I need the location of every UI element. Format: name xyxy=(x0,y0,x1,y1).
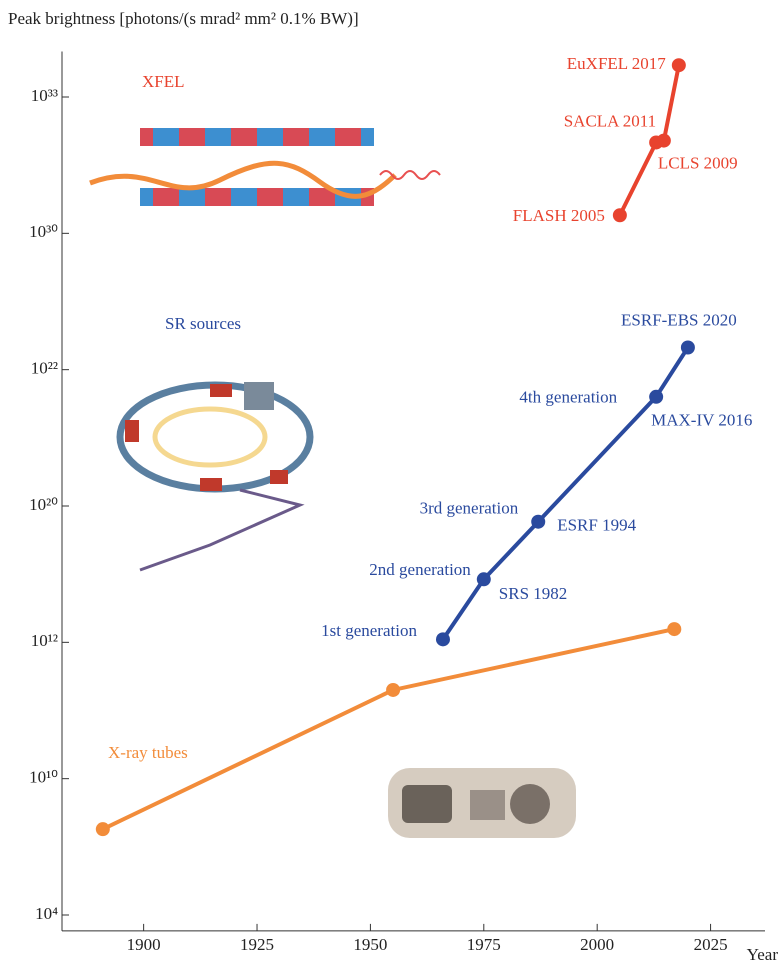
x-tick-label: 1975 xyxy=(467,935,501,954)
magnet xyxy=(166,188,179,206)
point-label: SACLA 2011 xyxy=(564,111,656,130)
x-tick-label: 1950 xyxy=(353,935,387,954)
y-tick-label: 10¹⁰ xyxy=(29,768,58,787)
chart: Peak brightness [photons/(s mrad² mm² 0.… xyxy=(0,0,781,965)
magnet xyxy=(179,128,192,146)
y-tick-label: 10¹² xyxy=(31,631,58,650)
generation-label: 2nd generation xyxy=(369,560,471,579)
magnet xyxy=(270,188,283,206)
x-tick-label: 1900 xyxy=(127,935,161,954)
data-point xyxy=(436,632,450,646)
y-tick-label: 10³⁰ xyxy=(29,222,58,241)
y-tick-label: 10³³ xyxy=(31,86,58,105)
x-tick-label: 1925 xyxy=(240,935,274,954)
magnet xyxy=(205,188,218,206)
magnet xyxy=(244,188,257,206)
data-point xyxy=(386,683,400,697)
magnet xyxy=(140,188,153,206)
magnet xyxy=(361,128,374,146)
point-label: ESRF 1994 xyxy=(557,516,636,535)
magnet xyxy=(283,188,296,206)
ring-picture xyxy=(120,382,310,570)
point-label: LCLS 2009 xyxy=(658,153,738,172)
point-label: FLASH 2005 xyxy=(513,206,605,225)
data-point xyxy=(667,622,681,636)
data-point xyxy=(649,390,663,404)
data-point xyxy=(681,340,695,354)
magnet xyxy=(348,128,361,146)
magnet xyxy=(153,188,166,206)
data-point xyxy=(672,58,686,72)
magnet xyxy=(309,128,322,146)
magnet xyxy=(231,128,244,146)
magnet xyxy=(192,128,205,146)
x-tick-label: 2025 xyxy=(694,935,728,954)
magnet xyxy=(192,188,205,206)
generation-label: 1st generation xyxy=(321,621,417,640)
magnet xyxy=(218,188,231,206)
y-tick-label: 10²² xyxy=(31,359,58,378)
data-point xyxy=(96,822,110,836)
x-axis-title: Year xyxy=(747,945,779,964)
series-name: X-ray tubes xyxy=(108,743,188,762)
magnet xyxy=(270,128,283,146)
magnet xyxy=(283,128,296,146)
magnet xyxy=(166,128,179,146)
generation-label: 4th generation xyxy=(519,388,617,407)
y-tick-label: 10²⁰ xyxy=(29,495,58,514)
magnet xyxy=(205,128,218,146)
series-name: SR sources xyxy=(165,314,241,333)
generation-label: 3rd generation xyxy=(420,499,519,518)
magnet xyxy=(140,128,153,146)
series-name: XFEL xyxy=(142,72,185,91)
point-label: ESRF-EBS 2020 xyxy=(621,310,737,329)
point-label: EuXFEL 2017 xyxy=(567,54,667,73)
point-label: SRS 1982 xyxy=(499,584,568,603)
point-label: MAX-IV 2016 xyxy=(651,411,752,430)
magnet xyxy=(335,128,348,146)
data-point xyxy=(531,515,545,529)
magnet xyxy=(296,188,309,206)
magnet xyxy=(153,128,166,146)
magnet xyxy=(257,128,270,146)
undulator-picture xyxy=(90,128,440,206)
magnet xyxy=(218,128,231,146)
y-axis-title: Peak brightness [photons/(s mrad² mm² 0.… xyxy=(8,9,359,28)
data-point xyxy=(477,572,491,586)
x-tick-label: 2000 xyxy=(580,935,614,954)
magnet xyxy=(179,188,192,206)
magnet xyxy=(322,128,335,146)
magnet xyxy=(296,128,309,146)
magnet xyxy=(244,128,257,146)
y-tick-label: 10⁴ xyxy=(35,904,58,923)
data-point xyxy=(657,134,671,148)
magnet xyxy=(257,188,270,206)
magnet xyxy=(309,188,322,206)
tube-picture xyxy=(388,768,576,838)
magnet xyxy=(231,188,244,206)
data-point xyxy=(613,208,627,222)
